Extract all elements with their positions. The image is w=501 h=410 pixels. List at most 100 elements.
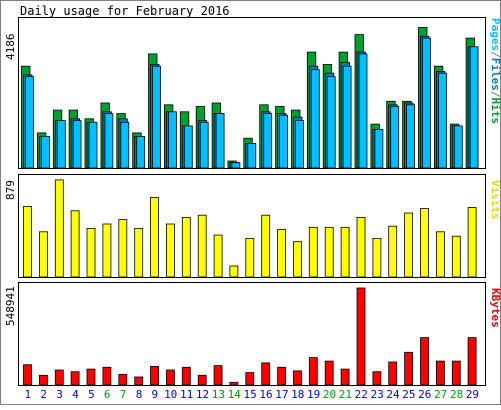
day-label: 6 bbox=[104, 388, 111, 401]
day-label: 10 bbox=[164, 388, 177, 401]
kbytes-bar bbox=[340, 368, 350, 386]
legend-slash: / bbox=[489, 91, 501, 98]
pages-bar bbox=[453, 125, 463, 169]
pages-bar bbox=[326, 76, 336, 169]
pages-bar bbox=[183, 125, 193, 169]
pages-bar bbox=[167, 111, 177, 169]
visits-legend-text: Visits bbox=[489, 180, 501, 220]
visits-bar bbox=[277, 229, 287, 278]
day-label: 21 bbox=[339, 388, 352, 401]
pages-bar bbox=[374, 128, 384, 169]
visits-bar bbox=[134, 227, 144, 278]
pages-legend-text: Pages bbox=[489, 18, 501, 51]
day-label: 28 bbox=[450, 388, 463, 401]
pages-bar bbox=[279, 114, 289, 169]
pages-bar bbox=[88, 121, 98, 169]
day-label: 26 bbox=[418, 388, 431, 401]
hits-bars bbox=[21, 27, 479, 169]
day-label: 17 bbox=[275, 388, 288, 401]
pages-bar bbox=[72, 120, 82, 169]
kbytes-bar bbox=[404, 351, 414, 386]
visits-bar bbox=[197, 214, 207, 278]
visits-bar bbox=[324, 226, 334, 278]
kbytes-bar bbox=[213, 365, 223, 386]
kbytes-bar bbox=[181, 366, 191, 386]
visits-bar bbox=[467, 207, 477, 278]
kbytes-bar bbox=[102, 366, 112, 386]
visits-bar bbox=[245, 237, 255, 278]
visits-bar bbox=[388, 225, 398, 278]
kbytes-bar bbox=[308, 357, 318, 386]
visits-bar bbox=[213, 234, 223, 278]
visits-bar bbox=[229, 265, 239, 278]
day-label: 3 bbox=[56, 388, 63, 401]
svg-text:Pages/Files/Hits: Pages/Files/Hits bbox=[489, 18, 501, 124]
pages-bar bbox=[390, 106, 400, 169]
kbytes-bar bbox=[388, 361, 398, 386]
kbytes-bar bbox=[39, 374, 48, 386]
pages-bar bbox=[56, 120, 66, 169]
visits-side-label: Visits bbox=[489, 180, 501, 220]
hits-side-label: Pages/Files/Hits bbox=[489, 18, 501, 124]
visits-bar bbox=[293, 241, 302, 278]
day-label: 11 bbox=[180, 388, 193, 401]
pages-bar bbox=[437, 72, 447, 169]
visits-bar bbox=[356, 216, 366, 278]
kbytes-bar bbox=[70, 371, 80, 386]
pages-bar bbox=[469, 46, 479, 169]
kbytes-bar bbox=[165, 369, 175, 386]
kbytes-bar bbox=[86, 368, 96, 386]
visits-bar bbox=[70, 210, 80, 278]
pages-bar bbox=[120, 121, 130, 169]
day-label: 29 bbox=[466, 388, 479, 401]
pages-bar bbox=[422, 37, 431, 169]
visits-max-label: 879 bbox=[4, 180, 17, 200]
day-label: 20 bbox=[323, 388, 336, 401]
kbytes-bar bbox=[451, 360, 461, 386]
pages-bar bbox=[295, 120, 304, 169]
files-legend-text: Files bbox=[489, 58, 501, 91]
pages-bar bbox=[263, 113, 273, 169]
chart-title: Daily usage for February 2016 bbox=[20, 4, 230, 18]
kbytes-bar bbox=[467, 337, 477, 386]
kbytes-bar bbox=[420, 337, 429, 386]
day-label: 5 bbox=[88, 388, 95, 401]
day-label: 7 bbox=[120, 388, 127, 401]
day-label: 13 bbox=[212, 388, 225, 401]
day-axis-labels: 1 2 3 4 5 6 7 8 9 10 11 12 13 14 15 16 17 18 19 20 21 22 23 24 2… bbox=[24, 388, 479, 401]
kbytes-bar bbox=[245, 372, 255, 386]
pages-bar bbox=[104, 113, 114, 169]
kbytes-max-label: 548941 bbox=[4, 286, 17, 326]
day-label: 12 bbox=[196, 388, 209, 401]
visits-bar bbox=[181, 216, 191, 278]
day-label: 1 bbox=[24, 388, 31, 401]
kbytes-bar bbox=[293, 370, 302, 386]
day-label: 22 bbox=[355, 388, 368, 401]
visits-bar bbox=[102, 223, 112, 278]
pages-bar bbox=[25, 76, 34, 169]
pages-bar bbox=[41, 135, 50, 169]
day-label: 14 bbox=[228, 388, 242, 401]
hits-max-label: 4186 bbox=[4, 34, 17, 61]
day-label: 27 bbox=[434, 388, 447, 401]
visits-bars bbox=[23, 179, 477, 278]
kbytes-bar bbox=[372, 371, 382, 386]
pages-bar bbox=[136, 135, 146, 169]
visits-bar bbox=[261, 214, 271, 278]
kbytes-bar bbox=[261, 362, 271, 386]
visits-bar bbox=[39, 231, 48, 278]
visits-bar bbox=[451, 235, 461, 278]
legend-slash: / bbox=[489, 51, 501, 58]
pages-bar bbox=[215, 113, 225, 169]
day-label: 8 bbox=[136, 388, 143, 401]
day-label: 2 bbox=[40, 388, 47, 401]
kbytes-bar bbox=[356, 287, 366, 386]
visits-bar bbox=[54, 179, 64, 278]
visits-bar bbox=[308, 226, 318, 278]
day-label: 16 bbox=[259, 388, 272, 401]
pages-bar bbox=[358, 53, 368, 169]
day-label: 24 bbox=[386, 388, 400, 401]
day-label: 15 bbox=[243, 388, 256, 401]
kbytes-side-label: KBytes bbox=[489, 288, 501, 328]
